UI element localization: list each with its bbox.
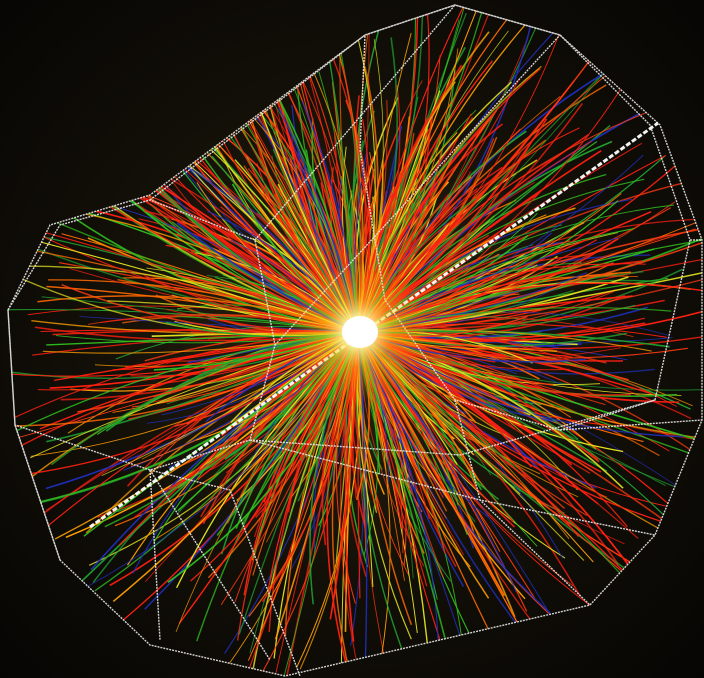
edge (14, 424, 61, 561)
back-face (359, 4, 691, 431)
edge (149, 469, 161, 641)
outer-hull (7, 4, 703, 677)
edge (149, 469, 301, 677)
edge (149, 34, 366, 201)
edge (249, 399, 656, 456)
collision-core (342, 316, 378, 348)
beam-line (89, 121, 659, 529)
edge (254, 4, 456, 241)
edge (149, 469, 271, 661)
edge (559, 419, 703, 431)
edge (454, 399, 656, 536)
detector-wireframe (7, 4, 703, 677)
